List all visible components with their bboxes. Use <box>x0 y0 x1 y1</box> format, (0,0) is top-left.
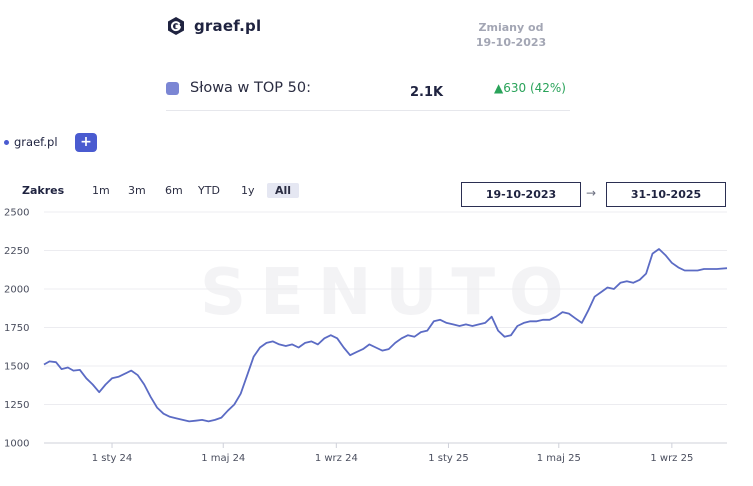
y-tick-label: 2000 <box>4 285 29 296</box>
range-label: Zakres <box>22 184 65 197</box>
brand-logo: graef.pl <box>166 16 261 36</box>
metric-label: Słowa w TOP 50: <box>190 80 311 96</box>
x-tick-label: 1 wrz 25 <box>650 453 693 464</box>
x-tick-label: 1 sty 24 <box>92 453 133 464</box>
metric-value: 2.1K <box>410 85 444 100</box>
x-tick-label: 1 maj 24 <box>201 453 245 464</box>
keywords-line-chart: 1000 1250 1500 1750 2000 2250 2500 1 sty 24 1 m… <box>4 208 728 464</box>
add-series-button[interactable]: + <box>75 133 97 152</box>
series-legend[interactable]: graef.pl <box>4 135 58 149</box>
x-axis-ticks: 1 sty 24 1 maj 24 1 wrz 24 1 sty 25 1 maj 25… <box>92 443 693 464</box>
x-tick-label: 1 maj 25 <box>537 453 581 464</box>
changes-date: 19-10-2023 <box>475 36 547 49</box>
date-to-input[interactable]: 31-10-2025 <box>606 182 726 207</box>
series-line-graef <box>43 248 728 423</box>
range-3m-button[interactable]: 3m <box>128 184 146 197</box>
y-tick-label: 1500 <box>4 362 29 373</box>
graef-logo-icon <box>168 17 184 35</box>
metric-row: Słowa w TOP 50: 2.1K ▲630 (42%) <box>166 80 570 111</box>
chart-grid <box>44 211 727 444</box>
x-tick-label: 1 wrz 24 <box>315 453 358 464</box>
y-tick-label: 1250 <box>4 400 29 411</box>
y-axis-ticks: 1000 1250 1500 1750 2000 2250 2500 <box>4 208 29 450</box>
range-1y-button[interactable]: 1y <box>241 184 255 197</box>
metric-delta: ▲630 (42%) <box>494 81 566 95</box>
metric-color-swatch <box>166 82 179 95</box>
series-legend-label: graef.pl <box>14 135 58 149</box>
y-tick-label: 1750 <box>4 323 29 334</box>
arrow-right-icon: → <box>586 186 597 200</box>
series-dot-icon <box>4 139 9 145</box>
brand-name: graef.pl <box>194 17 262 35</box>
x-tick-label: 1 sty 25 <box>428 453 469 464</box>
changes-since: Zmiany od 19-10-2023 <box>452 20 570 50</box>
y-tick-label: 2500 <box>4 208 29 219</box>
date-from-input[interactable]: 19-10-2023 <box>461 182 581 207</box>
senuto-watermark: SENUTO <box>200 256 578 330</box>
changes-title: Zmiany od <box>478 21 544 34</box>
range-1m-button[interactable]: 1m <box>92 184 110 197</box>
y-tick-label: 1000 <box>4 439 29 450</box>
range-ytd-button[interactable]: YTD <box>198 184 220 197</box>
y-tick-label: 2250 <box>4 246 29 257</box>
range-6m-button[interactable]: 6m <box>165 184 183 197</box>
range-all-button[interactable]: All <box>267 183 300 198</box>
